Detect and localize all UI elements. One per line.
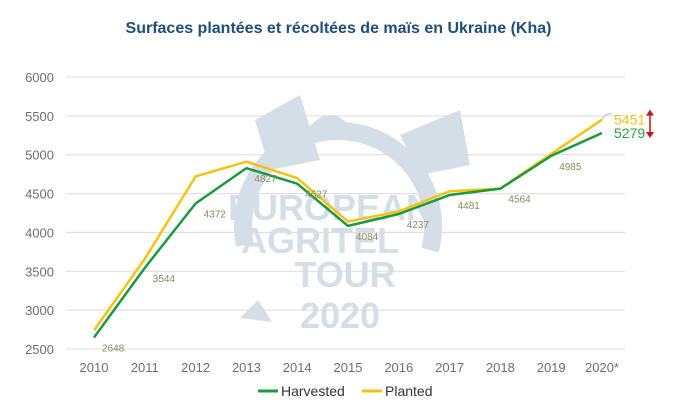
end-label-harvested: 5279 (614, 125, 645, 141)
x-tick-label: 2013 (232, 360, 261, 375)
data-label: 2648 (102, 343, 125, 354)
watermark-arrowhead (240, 300, 272, 322)
data-label: 4084 (356, 232, 379, 243)
data-label: 4481 (458, 201, 481, 212)
x-tick-label: 2011 (131, 360, 159, 375)
y-tick-label: 6000 (25, 70, 54, 85)
x-tick-label: 2014 (283, 360, 312, 375)
difference-arrow-head-down (646, 132, 654, 139)
data-label: 3544 (153, 274, 176, 285)
watermark-leaves (300, 115, 360, 140)
data-label: 4827 (254, 174, 277, 185)
y-tick-label: 5500 (25, 109, 54, 124)
watermark-text-1: AGRITEL (241, 220, 399, 261)
legend-label-harvested: Harvested (281, 383, 345, 399)
y-tick-label: 4000 (25, 225, 54, 240)
data-label: 4372 (204, 210, 227, 221)
x-tick-label: 2017 (435, 360, 464, 375)
legend-label-planted: Planted (385, 383, 432, 399)
x-tick-label: 2019 (537, 360, 566, 375)
y-tick-label: 3000 (25, 303, 54, 318)
y-tick-label: 2500 (25, 342, 54, 357)
x-tick-label: 2016 (384, 360, 413, 375)
end-label-connector (601, 113, 613, 120)
x-tick-label: 2018 (486, 360, 515, 375)
data-label: 4564 (508, 195, 531, 206)
y-tick-label: 3500 (25, 264, 54, 279)
data-label: 4237 (407, 220, 430, 231)
watermark-tractor-left (255, 95, 320, 170)
data-label: 4627 (305, 190, 328, 201)
x-tick-label: 2015 (334, 360, 363, 375)
x-tick-label: 2010 (80, 360, 109, 375)
data-label: 4985 (559, 162, 582, 173)
series-line-harvested (92, 131, 603, 339)
x-tick-label: 2020* (585, 360, 619, 375)
watermark-text-3: 2020 (300, 295, 380, 336)
y-tick-label: 5000 (25, 148, 54, 163)
watermark-text-2: TOUR (294, 254, 395, 295)
watermark-tractor-right (400, 110, 470, 175)
end-label-planted: 5451 (614, 112, 645, 128)
y-tick-label: 4500 (25, 187, 54, 202)
chart-title: Surfaces plantées et récoltées de maïs e… (125, 20, 552, 37)
difference-arrow-head-up (646, 109, 654, 116)
x-tick-label: 2012 (181, 360, 210, 375)
